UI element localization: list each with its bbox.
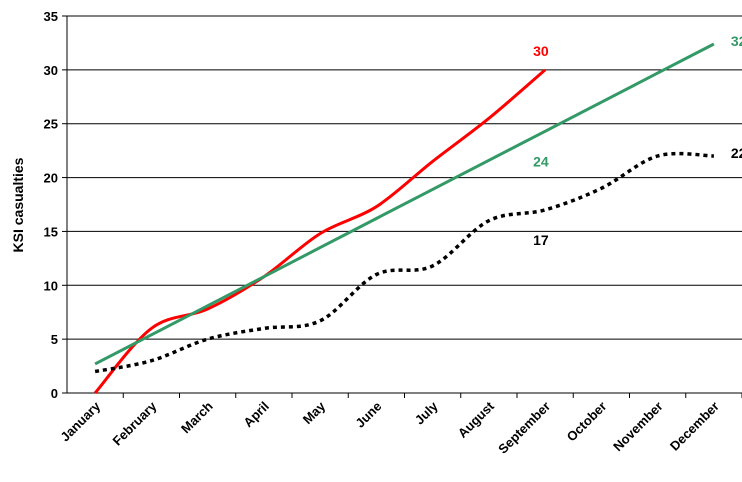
ytick-label-5: 5 <box>51 332 58 347</box>
y-tick-labels: 0 5 10 15 20 25 30 35 <box>44 9 58 401</box>
x-tick-labels: January February March April May June July Augu… <box>57 398 722 457</box>
xtick-label-november: November <box>610 399 666 455</box>
ytick-label-0: 0 <box>51 386 58 401</box>
ytick-label-25: 25 <box>44 117 58 132</box>
series-line-1 <box>94 42 715 366</box>
series-line-2 <box>94 151 714 374</box>
data-label-series-2-end: 22 <box>731 145 742 161</box>
xtick-label-september: September <box>495 399 553 457</box>
ytick-label-30: 30 <box>44 63 58 78</box>
ytick-label-15: 15 <box>44 224 58 239</box>
data-label-series-2-mid: 17 <box>533 232 549 248</box>
xtick-label-february: February <box>110 398 160 448</box>
xtick-label-june: June <box>352 399 384 431</box>
ytick-label-10: 10 <box>44 278 58 293</box>
gridlines <box>67 15 742 340</box>
data-labels: 30 32 24 22 17 <box>533 33 742 248</box>
xtick-label-december: December <box>667 399 722 454</box>
xtick-label-may: May <box>300 398 329 427</box>
y-axis-label: KSI casualties <box>10 157 26 252</box>
xtick-label-march: March <box>178 398 216 436</box>
ytick-label-20: 20 <box>44 171 58 186</box>
xtick-label-april: April <box>240 399 272 431</box>
xtick-label-january: January <box>57 398 103 444</box>
data-label-series-1-mid: 24 <box>533 153 549 169</box>
xtick-label-august: August <box>455 398 498 441</box>
xtick-label-july: July <box>412 398 442 428</box>
axes <box>62 15 742 398</box>
series-line-0 <box>93 68 547 394</box>
series-lines <box>93 42 715 394</box>
data-label-series-1-end: 32 <box>731 33 742 49</box>
xtick-label-october: October <box>564 399 610 445</box>
data-label-series-0-end: 30 <box>533 43 549 59</box>
ytick-label-35: 35 <box>44 9 58 24</box>
